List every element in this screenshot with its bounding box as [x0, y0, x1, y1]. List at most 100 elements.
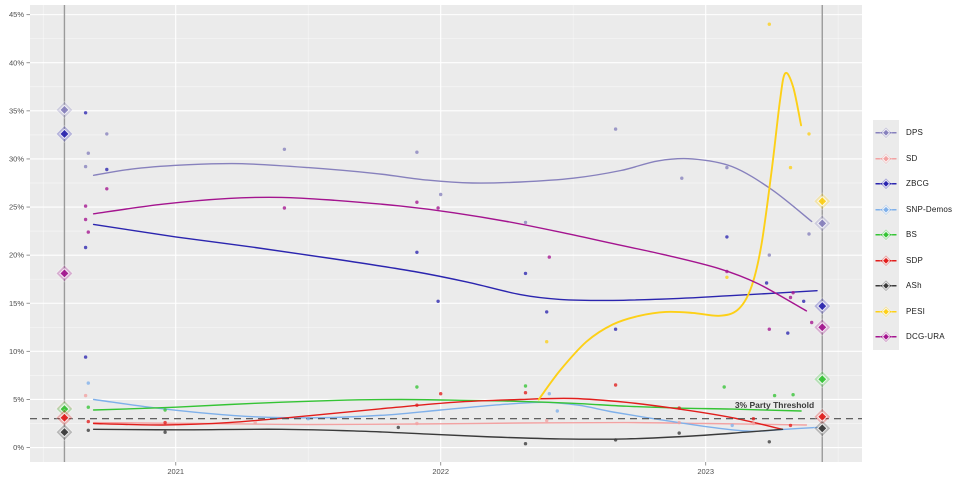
poll-point	[396, 425, 400, 430]
poll-point	[677, 420, 681, 425]
poll-points-SD	[83, 393, 756, 426]
poll-point	[83, 204, 88, 208]
poll-point	[767, 327, 771, 331]
legend-diamond-icon	[873, 196, 899, 222]
election-marker-ASh-2023	[813, 419, 832, 438]
poll-point	[730, 423, 734, 428]
poll-point	[523, 220, 528, 225]
legend-item-ash: ASh	[873, 273, 952, 299]
legend-diamond-icon	[873, 247, 899, 273]
y-axis-tick-label: 35%	[9, 106, 24, 115]
legend-item-dcg-ura: DCG-URA	[873, 324, 952, 350]
poll-point	[86, 405, 91, 409]
poll-point	[555, 409, 559, 413]
legend-label: SD	[906, 153, 918, 163]
poll-point	[282, 147, 287, 151]
poll-points-ASh	[86, 425, 771, 446]
y-axis: 0% 5% 10% 15% 20% 25% 30% 35% 40% 45%	[9, 10, 30, 452]
poll-point	[105, 132, 109, 136]
election-marker-DPS-2020	[55, 100, 74, 119]
legend-diamond-icon	[873, 145, 899, 171]
poll-point	[791, 291, 795, 295]
poll-point	[86, 428, 91, 432]
poll-point	[788, 165, 793, 170]
poll-point	[306, 417, 310, 421]
poll-point	[613, 438, 618, 442]
legend-item-dps: DPS	[873, 120, 952, 146]
legend-diamond-icon	[873, 120, 899, 146]
poll-point	[415, 200, 419, 204]
legend-item-bs: BS	[873, 222, 952, 248]
legend-item-sdp: SDP	[873, 247, 952, 273]
trend-line-DPS	[92, 157, 813, 223]
poll-point	[83, 393, 88, 398]
election-marker-DCG-URA-2023	[813, 318, 832, 337]
legend-diamond-icon	[873, 171, 899, 197]
y-axis-tick-label: 5%	[13, 395, 24, 404]
poll-point	[545, 310, 549, 314]
poll-point	[613, 127, 618, 131]
poll-points-BS	[86, 384, 795, 412]
poll-point	[105, 167, 109, 172]
y-axis-tick-label: 30%	[9, 155, 24, 164]
legend-label: DCG-URA	[906, 332, 945, 342]
poll-point	[725, 269, 729, 274]
poll-point	[677, 431, 681, 435]
poll-point	[788, 423, 793, 428]
poll-point	[751, 417, 756, 421]
poll-point	[86, 230, 91, 234]
election-marker-ZBCG-2020	[55, 124, 74, 143]
poll-point	[613, 383, 618, 387]
x-axis-tick-label: 2022	[432, 467, 449, 476]
trend-line-SNP-Demos	[92, 398, 818, 432]
poll-point	[791, 393, 795, 397]
poll-points-PESI	[545, 22, 811, 344]
threshold-label: 3% Party Threshold	[735, 400, 814, 410]
poll-point	[163, 430, 167, 434]
poll-point	[767, 253, 771, 257]
election-marker-PESI-2023	[813, 192, 832, 211]
poll-point	[547, 255, 551, 259]
legend-item-zbcg: ZBCG	[873, 171, 952, 197]
y-axis-tick-label: 15%	[9, 299, 24, 308]
poll-point	[772, 393, 777, 398]
poll-point	[725, 275, 729, 279]
poll-point	[547, 392, 551, 396]
poll-point	[86, 151, 91, 155]
poll-point	[722, 385, 726, 389]
poll-point	[83, 217, 88, 222]
poll-point	[105, 187, 109, 191]
poll-point	[786, 331, 790, 335]
poll-point	[810, 320, 814, 325]
poll-point	[415, 385, 419, 389]
election-marker-ASh-2020	[55, 423, 74, 442]
y-axis-tick-label: 25%	[9, 203, 24, 212]
poll-point	[767, 440, 771, 444]
y-axis-tick-label: 10%	[9, 347, 24, 356]
poll-point	[86, 381, 91, 385]
trend-line-ASh	[92, 428, 784, 440]
x-axis-tick-label: 2021	[167, 467, 184, 476]
poll-points-ZBCG	[83, 111, 806, 359]
legend-diamond-icon	[873, 222, 899, 248]
poll-point	[807, 132, 811, 136]
poll-point	[163, 408, 167, 412]
poll-point	[523, 271, 528, 276]
poll-point	[680, 176, 684, 180]
poll-point	[807, 232, 811, 236]
y-axis-tick-label: 20%	[9, 251, 24, 260]
poll-point	[415, 250, 419, 254]
poll-points-DPS	[83, 127, 811, 257]
x-axis-tick-label: 2023	[697, 467, 714, 476]
election-marker-ZBCG-2023	[813, 297, 832, 316]
legend-label: SNP-Demos	[906, 204, 953, 214]
legend-item-pesi: PESI	[873, 298, 952, 324]
y-axis-tick-label: 40%	[9, 58, 24, 67]
poll-point	[613, 327, 618, 331]
y-axis-tick-label: 45%	[9, 10, 24, 19]
poll-point	[83, 164, 88, 169]
poll-point	[725, 165, 729, 170]
election-marker-DCG-URA-2020	[55, 264, 74, 283]
